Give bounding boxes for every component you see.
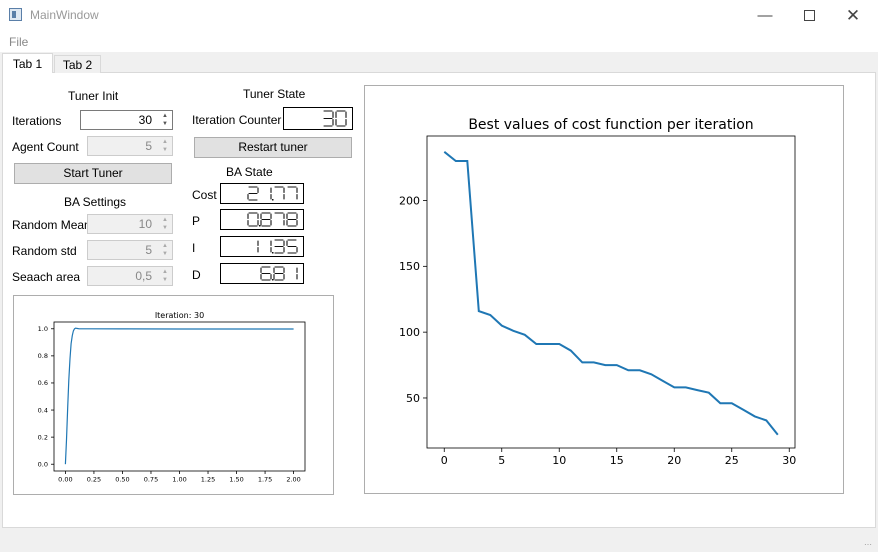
x-tick-label: 0.75 (144, 476, 158, 484)
spin-arrows-icon[interactable]: ▲ ▼ (162, 113, 168, 127)
cost-display (220, 183, 304, 204)
cost-label: Cost (192, 188, 217, 202)
random-std-spinbox[interactable]: 5 ▲ ▼ (87, 240, 173, 260)
random-std-value: 5 (145, 243, 152, 257)
lcd-digits (247, 212, 298, 227)
x-tick-label: 1.25 (201, 476, 215, 484)
resize-grip-icon[interactable]: ⋯ (864, 540, 872, 549)
x-tick-label: 0.00 (58, 476, 72, 484)
x-tick-label: 20 (667, 454, 681, 467)
status-bar (0, 530, 878, 552)
lcd-digits (323, 110, 347, 127)
random-mean-value: 10 (138, 217, 152, 231)
iteration-counter-label: Iteration Counter (192, 113, 282, 127)
start-tuner-button[interactable]: Start Tuner (14, 163, 172, 184)
y-tick-label: 0.6 (38, 379, 48, 387)
menu-bar (0, 31, 878, 52)
x-tick-label: 1.75 (258, 476, 272, 484)
spin-arrows-icon[interactable]: ▲ ▼ (162, 139, 168, 153)
x-tick-label: 0 (441, 454, 448, 467)
iteration-counter-display (283, 107, 353, 130)
random-mean-label: Random Mean (12, 218, 91, 232)
i-label: I (192, 241, 196, 255)
x-tick-label: 0.50 (115, 476, 129, 484)
minimize-icon: — (757, 7, 773, 24)
iterations-spinbox[interactable]: 30 ▲ ▼ (80, 110, 173, 130)
cost-function-chart: Best values of cost function per iterati… (399, 117, 796, 467)
y-tick-label: 0.0 (38, 461, 48, 469)
x-tick-label: 30 (782, 454, 796, 467)
p-label: P (192, 214, 201, 228)
lcd-digits (257, 239, 298, 254)
series-line (443, 151, 779, 436)
plot-frame (426, 135, 796, 449)
p-display (220, 209, 304, 230)
y-tick-label: 50 (406, 392, 420, 405)
spin-arrows-icon[interactable]: ▲ ▼ (162, 269, 168, 283)
y-tick-label: 0.8 (38, 352, 48, 360)
chart-title: Iteration: 30 (155, 311, 204, 320)
window-title: MainWindow (30, 8, 99, 22)
step-response-plot: Iteration: 30 0.00 0.25 0.50 0.75 1.00 1.25 1.5… (13, 295, 334, 495)
tuner-state-heading: Tuner State (243, 87, 306, 101)
step-response-chart: Iteration: 30 0.00 0.25 0.50 0.75 1.00 1.25 1.5… (38, 311, 306, 484)
lcd-digits (260, 266, 298, 281)
close-icon: ✕ (845, 5, 861, 25)
d-display (220, 263, 304, 284)
search-area-spinbox[interactable]: 0,5 ▲ ▼ (87, 266, 173, 286)
lcd-dot (272, 252, 274, 254)
tab-1[interactable]: Tab 1 (2, 53, 53, 73)
plot-frame (53, 321, 306, 472)
random-mean-spinbox[interactable]: 10 ▲ ▼ (87, 214, 173, 234)
menu-file[interactable]: File (9, 35, 29, 49)
lcd-dot (272, 279, 274, 281)
lcd-dot (272, 199, 274, 201)
ba-state-heading: BA State (226, 165, 273, 179)
close-button[interactable]: ✕ (830, 0, 876, 31)
x-tick-label: 15 (610, 454, 624, 467)
tuner-init-heading: Tuner Init (68, 89, 119, 103)
agent-count-spinbox[interactable]: 5 ▲ ▼ (87, 136, 173, 156)
agent-count-value: 5 (145, 139, 152, 153)
ba-settings-heading: BA Settings (64, 195, 127, 209)
iterations-value: 30 (138, 113, 152, 127)
search-area-label: Seaach area (12, 270, 81, 284)
minimize-button[interactable]: — (742, 0, 788, 31)
d-label: D (192, 268, 201, 282)
spin-arrows-icon[interactable]: ▲ ▼ (162, 243, 168, 257)
app-icon (9, 8, 22, 21)
x-tick-label: 1.50 (229, 476, 243, 484)
y-tick-label: 100 (399, 326, 420, 339)
chart-title: Best values of cost function per iterati… (468, 117, 753, 133)
restart-tuner-button[interactable]: Restart tuner (194, 137, 352, 158)
x-tick-label: 25 (725, 454, 739, 467)
i-display (220, 236, 304, 257)
series-line (64, 327, 294, 465)
y-tick-label: 200 (399, 194, 420, 207)
y-tick-label: 0.2 (38, 433, 48, 441)
y-tick-label: 0.4 (38, 406, 48, 414)
x-tick-label: 10 (552, 454, 566, 467)
x-tick-label: 5 (498, 454, 505, 467)
y-tick-label: 150 (399, 260, 420, 273)
x-tick-label: 1.00 (172, 476, 186, 484)
search-area-value: 0,5 (135, 269, 152, 283)
y-tick-label: 1.0 (38, 325, 48, 333)
random-std-label: Random std (12, 244, 77, 258)
spin-arrows-icon[interactable]: ▲ ▼ (162, 217, 168, 231)
x-tick-label: 2.00 (286, 476, 300, 484)
lcd-dot (259, 225, 261, 227)
cost-function-plot: Best values of cost function per iterati… (364, 85, 844, 494)
lcd-digits (247, 186, 298, 201)
iterations-label: Iterations (12, 114, 62, 128)
x-tick-label: 0.25 (87, 476, 101, 484)
agent-count-label: Agent Count (12, 140, 79, 154)
maximize-button[interactable] (786, 0, 832, 31)
title-bar (0, 0, 878, 31)
tab-2[interactable]: Tab 2 (54, 55, 101, 73)
maximize-icon (803, 10, 815, 21)
